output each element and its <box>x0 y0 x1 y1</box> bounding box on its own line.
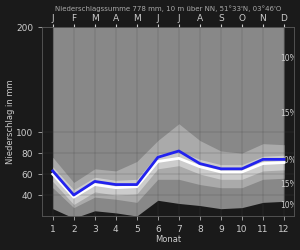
X-axis label: Monat: Monat <box>155 236 182 244</box>
Title: Niederschlagssumme 778 mm, 10 m über NN, 51°33'N, 03°46'O: Niederschlagssumme 778 mm, 10 m über NN,… <box>55 6 281 12</box>
Text: 10%: 10% <box>280 54 296 63</box>
Text: 15%: 15% <box>280 180 296 189</box>
Text: 10%: 10% <box>280 201 296 210</box>
Text: 50%: 50% <box>280 156 297 165</box>
Text: 15%: 15% <box>280 109 296 118</box>
Y-axis label: Niederschlag in mm: Niederschlag in mm <box>6 79 15 164</box>
